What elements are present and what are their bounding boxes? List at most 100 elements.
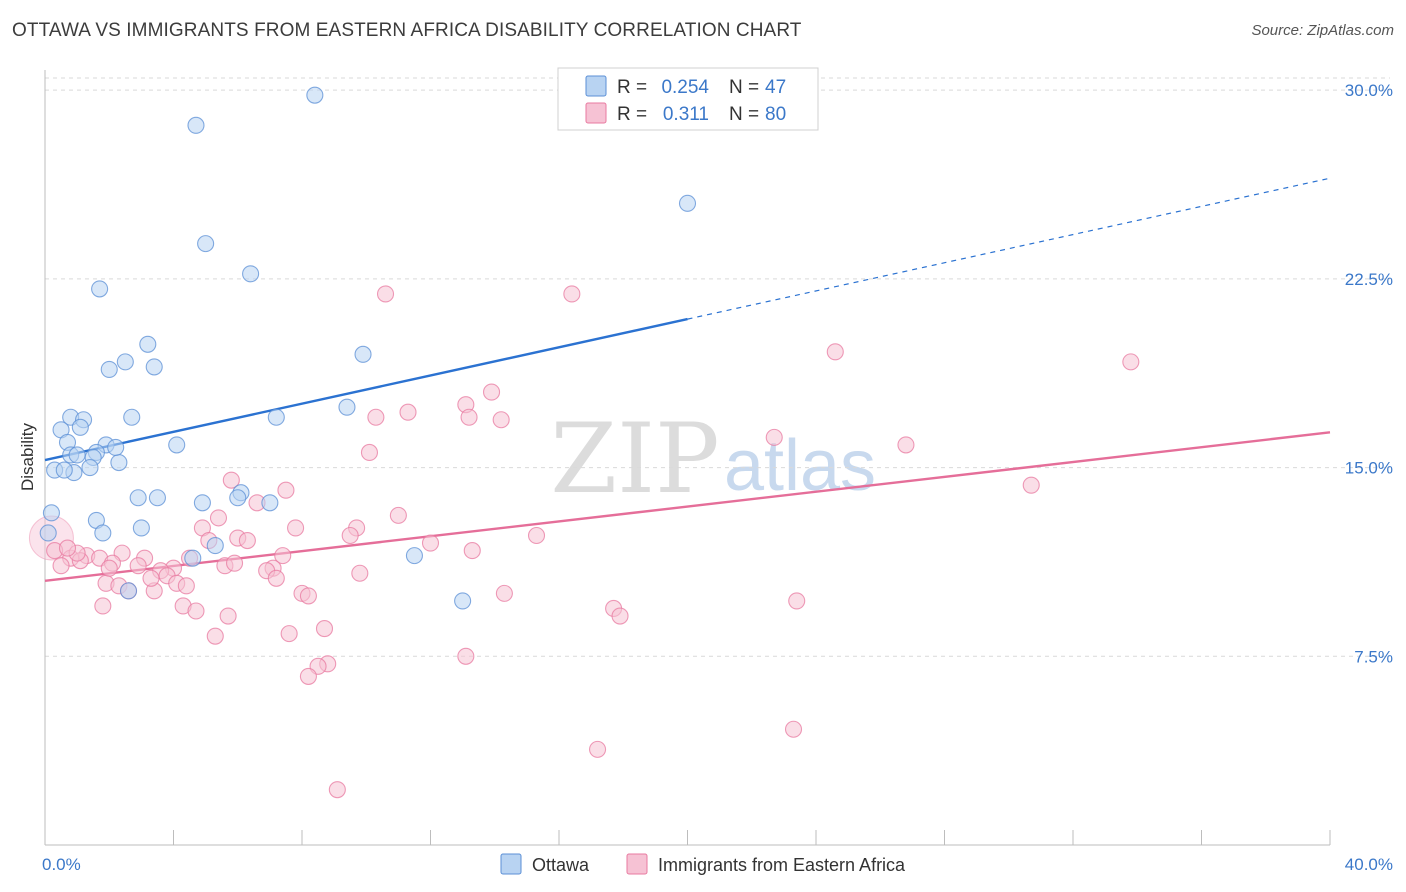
point-immigrants xyxy=(826,343,844,361)
legend-label-immigrants: Immigrants from Eastern Africa xyxy=(658,855,906,875)
point-ottawa xyxy=(242,265,260,283)
point-ottawa xyxy=(132,519,150,537)
y-tick-label: 15.0% xyxy=(1345,459,1393,478)
point-immigrants xyxy=(341,526,359,545)
point-immigrants xyxy=(299,667,317,685)
point-ottawa xyxy=(405,547,423,565)
point-immigrants xyxy=(222,471,240,489)
point-immigrants xyxy=(277,481,295,499)
point-ottawa xyxy=(168,436,186,454)
point-ottawa xyxy=(81,459,99,477)
point-immigrants xyxy=(765,428,783,446)
point-ottawa xyxy=(123,408,141,426)
point-ottawa xyxy=(71,418,89,436)
series-legend: Ottawa Immigrants from Eastern Africa xyxy=(500,853,906,875)
y-tick-labels: 7.5% 15.0% 22.5% 30.0% xyxy=(1345,81,1393,666)
point-ottawa xyxy=(145,358,163,376)
legend-n-label: N = xyxy=(729,104,759,125)
point-ottawa xyxy=(100,360,118,378)
trend-lines xyxy=(44,177,1331,582)
y-tick-label: 30.0% xyxy=(1345,81,1393,100)
point-immigrants xyxy=(94,597,112,615)
point-immigrants xyxy=(588,740,607,758)
legend-swatch-ottawa xyxy=(585,75,607,97)
y-tick-label: 22.5% xyxy=(1345,270,1393,289)
point-ottawa xyxy=(139,335,157,353)
point-immigrants xyxy=(351,564,369,582)
trendline-extension-ottawa xyxy=(687,177,1331,320)
point-ottawa xyxy=(354,345,372,363)
point-immigrants xyxy=(299,587,317,605)
point-ottawa xyxy=(110,453,128,472)
point-ottawa xyxy=(454,592,472,610)
point-ottawa xyxy=(42,504,60,522)
point-ottawa xyxy=(193,494,211,512)
point-immigrants xyxy=(495,584,513,602)
point-immigrants xyxy=(280,625,298,643)
correlation-legend: R = 0.254 N = 47 R = 0.311 N = 80 xyxy=(557,67,819,131)
point-ottawa xyxy=(39,524,57,542)
point-immigrants xyxy=(267,569,285,587)
legend-label-ottawa: Ottawa xyxy=(532,855,590,875)
point-ottawa xyxy=(338,398,356,416)
chart-title: OTTAWA VS IMMIGRANTS FROM EASTERN AFRICA… xyxy=(12,20,802,41)
point-ottawa xyxy=(206,537,224,555)
legend-r-label: R = xyxy=(617,104,647,125)
point-ottawa xyxy=(184,549,202,567)
point-ottawa xyxy=(91,280,109,298)
point-immigrants xyxy=(784,720,803,738)
point-ottawa xyxy=(94,524,112,542)
watermark: ZIP atlas xyxy=(550,403,876,515)
point-immigrants xyxy=(360,443,379,462)
point-ottawa xyxy=(119,582,138,600)
legend-n-value: 47 xyxy=(765,77,786,98)
trendline-immigrants xyxy=(44,431,1331,582)
point-ottawa xyxy=(678,194,697,212)
point-ottawa xyxy=(197,235,215,253)
point-ottawa xyxy=(116,353,134,371)
legend-swatch-immigrants xyxy=(585,102,607,124)
point-immigrants xyxy=(421,534,440,552)
point-immigrants xyxy=(287,519,305,537)
point-immigrants xyxy=(238,531,256,550)
point-ottawa xyxy=(55,461,73,479)
y-axis-title: Disability xyxy=(18,422,37,491)
point-immigrants xyxy=(389,506,407,524)
point-immigrants xyxy=(206,627,224,645)
point-immigrants xyxy=(367,408,385,426)
point-immigrants xyxy=(611,607,629,625)
data-points xyxy=(28,86,1140,799)
point-immigrants xyxy=(219,607,237,625)
x-tick-labels: 0.0% 40.0% xyxy=(42,855,1393,874)
point-immigrants xyxy=(274,547,292,565)
point-immigrants xyxy=(225,554,244,572)
point-immigrants xyxy=(187,602,205,620)
legend-swatch-immigrants-bottom xyxy=(626,853,648,875)
legend-r-value: 0.254 xyxy=(661,77,709,98)
point-ottawa xyxy=(261,494,279,512)
chart-source: Source: ZipAtlas.com xyxy=(1251,22,1394,39)
point-immigrants xyxy=(563,285,581,303)
grid-lines xyxy=(45,77,1390,657)
trendline-ottawa xyxy=(44,317,688,462)
point-immigrants xyxy=(463,542,481,560)
watermark-zip: ZIP xyxy=(550,403,719,515)
point-immigrants xyxy=(1022,476,1040,494)
point-immigrants xyxy=(897,436,915,454)
point-immigrants xyxy=(492,411,510,429)
point-ottawa xyxy=(306,86,324,104)
x-tick-label-max: 40.0% xyxy=(1345,855,1393,874)
point-immigrants xyxy=(460,408,478,426)
legend-r-label: R = xyxy=(617,77,647,98)
legend-r-value: 0.311 xyxy=(663,104,709,125)
point-ottawa xyxy=(267,408,285,426)
legend-n-value: 80 xyxy=(765,104,786,125)
point-ottawa xyxy=(129,489,147,507)
point-ottawa xyxy=(148,489,166,507)
point-immigrants xyxy=(177,577,195,595)
point-immigrants xyxy=(100,559,118,577)
point-immigrants xyxy=(142,569,160,587)
point-immigrants xyxy=(328,781,346,799)
point-ottawa xyxy=(107,438,125,456)
